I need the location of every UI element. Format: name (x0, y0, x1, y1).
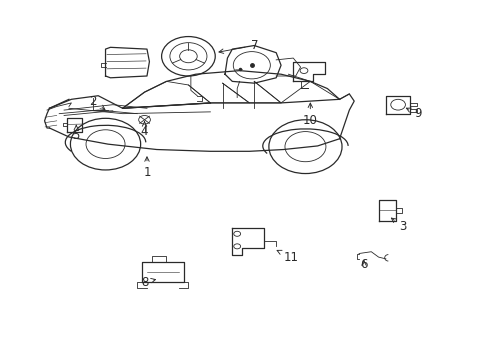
Text: 6: 6 (360, 258, 367, 271)
Text: 7: 7 (219, 39, 258, 53)
Text: 4: 4 (141, 122, 148, 138)
Text: 2: 2 (89, 95, 105, 110)
Text: 3: 3 (390, 218, 406, 233)
Text: 11: 11 (277, 250, 298, 264)
Text: 1: 1 (143, 157, 150, 179)
Text: 8: 8 (141, 276, 155, 289)
Text: 5: 5 (72, 125, 80, 142)
Text: 9: 9 (406, 107, 421, 120)
Text: 10: 10 (302, 103, 317, 127)
